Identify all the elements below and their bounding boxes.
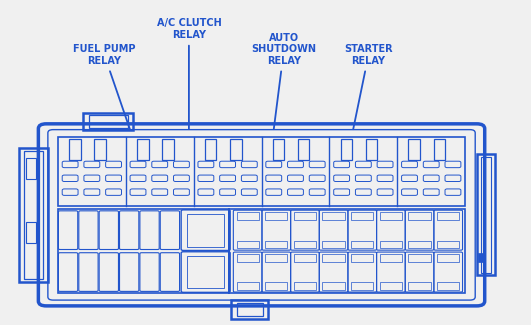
Bar [294, 282, 316, 290]
Bar [340, 139, 352, 160]
Bar [162, 139, 174, 160]
Bar [205, 139, 217, 160]
Bar [408, 212, 431, 220]
Bar [322, 240, 345, 248]
Bar [69, 139, 81, 160]
Bar [477, 154, 495, 275]
Bar [437, 212, 459, 220]
Bar [137, 139, 149, 160]
Text: FUEL PUMP
RELAY: FUEL PUMP RELAY [73, 44, 135, 129]
Bar [481, 157, 491, 273]
Bar [232, 300, 268, 319]
Bar [380, 240, 402, 248]
Bar [408, 139, 420, 160]
Bar [437, 240, 459, 248]
Bar [236, 254, 259, 262]
Bar [89, 115, 128, 128]
Bar [58, 209, 229, 293]
Bar [408, 240, 431, 248]
Bar [94, 139, 106, 160]
Bar [408, 254, 431, 262]
Bar [230, 139, 242, 160]
Bar [265, 282, 287, 290]
Bar [322, 212, 345, 220]
Bar [351, 240, 373, 248]
Bar [434, 139, 445, 160]
Bar [83, 112, 133, 130]
Bar [265, 240, 287, 248]
Bar [294, 240, 316, 248]
Bar [351, 254, 373, 262]
Bar [380, 212, 402, 220]
Bar [408, 282, 431, 290]
Bar [187, 214, 224, 247]
Bar [236, 240, 259, 248]
Bar [366, 139, 378, 160]
Bar [273, 139, 284, 160]
Bar [380, 254, 402, 262]
Bar [229, 209, 465, 293]
Bar [24, 151, 42, 279]
Bar [26, 158, 36, 179]
Bar [322, 254, 345, 262]
Bar [19, 148, 48, 282]
Bar [351, 282, 373, 290]
Bar [437, 254, 459, 262]
Bar [294, 254, 316, 262]
Bar [298, 139, 310, 160]
Text: STARTER
RELAY: STARTER RELAY [344, 44, 393, 129]
Bar [237, 303, 263, 316]
Bar [236, 282, 259, 290]
Text: AUTO
SHUTDOWN
RELAY: AUTO SHUTDOWN RELAY [252, 32, 316, 129]
Bar [437, 282, 459, 290]
Bar [322, 282, 345, 290]
Bar [294, 212, 316, 220]
Bar [265, 212, 287, 220]
Bar [380, 282, 402, 290]
Bar [58, 137, 465, 206]
Bar [478, 254, 484, 262]
Text: A/C CLUTCH
RELAY: A/C CLUTCH RELAY [157, 19, 221, 129]
Bar [351, 212, 373, 220]
Bar [236, 212, 259, 220]
Bar [187, 256, 224, 289]
Bar [265, 254, 287, 262]
Bar [26, 222, 36, 243]
